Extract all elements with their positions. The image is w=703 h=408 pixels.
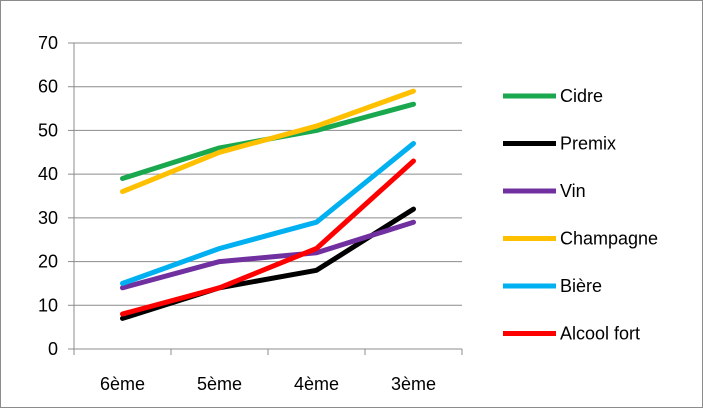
legend-label-5: Bière xyxy=(560,276,602,296)
series-line-6 xyxy=(120,158,416,317)
y-tick-label: 20 xyxy=(38,252,58,272)
x-tick-label: 5ème xyxy=(197,374,242,394)
y-tick-label: 60 xyxy=(38,77,58,97)
legend-label-6: Alcool fort xyxy=(560,324,640,344)
y-tick-label: 50 xyxy=(38,120,58,140)
y-tick-label: 30 xyxy=(38,208,58,228)
y-tick-label: 0 xyxy=(48,339,58,359)
series-line-3 xyxy=(120,219,416,291)
legend-label-3: Vin xyxy=(560,181,586,201)
legend-label-4: Champagne xyxy=(560,229,658,249)
grid-lines xyxy=(74,42,462,306)
legend-label-2: Premix xyxy=(560,134,616,154)
x-tick-label: 3ème xyxy=(391,374,436,394)
series-line-4 xyxy=(120,88,416,195)
y-tick-label: 40 xyxy=(38,164,58,184)
y-tick-label: 10 xyxy=(38,295,58,315)
legend: Cidre Premix Vin Champagne Bière Alcool fort xyxy=(503,86,658,344)
series-lines xyxy=(120,88,416,321)
axes: 0 10 20 30 40 50 60 70 6ème 5ème 4ème 3ème xyxy=(38,33,463,394)
x-tick-label: 4ème xyxy=(294,374,339,394)
x-tick-label: 6ème xyxy=(100,374,145,394)
legend-label-1: Cidre xyxy=(560,86,603,106)
series-line-5 xyxy=(120,141,416,286)
y-tick-label: 70 xyxy=(38,33,58,53)
